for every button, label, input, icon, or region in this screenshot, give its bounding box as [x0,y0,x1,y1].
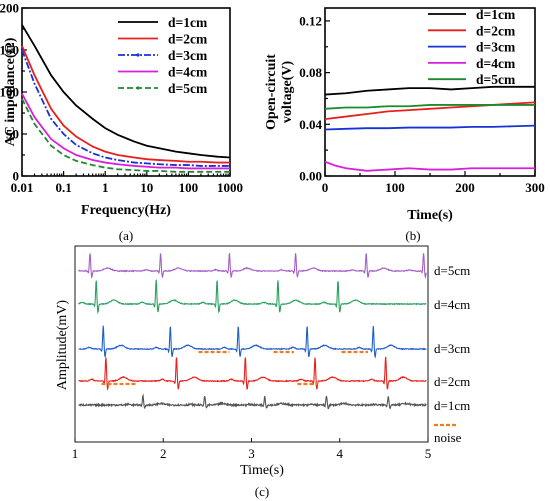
chart-c-series-4 [78,356,427,391]
chart-b-xtick-label: 300 [525,180,545,195]
chart-a-xtick-label: 0.1 [55,180,71,195]
chart-a-series-1 [21,24,231,159]
panel-label-c: (c) [255,484,269,499]
chart-a-ytick-label: 150 [0,43,19,58]
chart-c-xtick-label: 3 [248,446,255,461]
chart-b-legend-label: d=2cm [476,23,516,38]
chart-b-ylabel-line1: Open-circuit [264,54,279,130]
chart-b-xtick-label: 200 [455,180,475,195]
chart-a: 0.01 0.1 1 10 100 1000 0 50 100 150 200 d=1cm d=2cm… [0,1,243,244]
chart-c-series-5 [78,393,427,410]
chart-a-legend-marker [136,53,140,57]
chart-c-xtick-label: 4 [337,446,344,461]
chart-a-xtick-label: 10 [140,180,153,195]
chart-b-legend-label: d=4cm [476,56,516,71]
chart-c-xtick-label: 5 [425,446,432,461]
chart-b-series-4 [324,160,535,172]
chart-a-xtick-label: 100 [179,180,199,195]
chart-b-ytick-label: 0.08 [299,65,322,80]
panel-label-b: (b) [405,228,420,243]
panel-label-a: (a) [119,228,133,243]
chart-b-legend-label: d=5cm [476,72,516,87]
chart-a-xtick-label: 1000 [217,180,243,195]
chart-c-series-label: d=2cm [434,374,470,389]
chart-a-series-5 [21,98,230,173]
chart-a-legend-label: d=3cm [168,48,208,63]
chart-a-ytick-label: 100 [0,85,19,100]
chart-c: 1 2 3 4 5 d=5cm d=4cm d=3cm d=2cm d=1cm noise Tim… [55,245,470,499]
chart-b-series-5 [324,104,535,110]
chart-a-ytick-label: 50 [6,127,19,142]
chart-a-legend-label: d=4cm [168,65,208,80]
chart-a-legend-label: d=2cm [168,32,208,47]
chart-a-legend-label: d=5cm [168,81,208,96]
chart-c-series-label: d=3cm [434,341,470,356]
chart-b-series-3 [324,124,536,131]
chart-b-ytick-label: 0.12 [299,13,322,28]
chart-c-frame [74,245,429,443]
chart-b-series-1 [324,85,535,96]
chart-c-series-3 [78,325,427,359]
chart-c-series-2 [78,279,427,315]
chart-b-ytick-label: 0.04 [299,117,322,132]
chart-b-xtick-label: 100 [385,180,405,195]
chart-a-ytick-label: 0 [13,169,20,184]
chart-c-noise-legend-label: noise [434,430,462,445]
chart-b-xlabel: Time(s) [407,208,453,223]
chart-a-ytick-label: 200 [0,1,19,16]
chart-a-xtick-label: 0.01 [11,180,34,195]
chart-a-series-4 [21,93,230,170]
chart-b-legend-label: d=1cm [476,7,516,22]
chart-a-legend-marker [136,86,140,90]
chart-c-xlabel: Time(s) [240,463,284,478]
chart-a-ylabel: AC impedance(Ω) [3,37,18,146]
chart-b-ytick-label: 0.00 [299,169,322,184]
chart-b-ylabel-line2: voltage(V) [280,61,295,124]
chart-a-xlabel: Frequency(Hz) [81,203,171,218]
chart-c-series-label: d=4cm [434,297,470,312]
chart-b-legend-label: d=3cm [476,40,516,55]
chart-c-series-1 [78,252,427,279]
chart-c-xtick-label: 2 [160,446,167,461]
chart-c-series-label: d=1cm [434,398,470,413]
chart-a-series-2 [21,45,230,164]
chart-c-xtick-label: 1 [72,446,79,461]
chart-a-series-3 [21,49,230,167]
chart-a-legend-label: d=1cm [168,15,208,30]
chart-a-xtick-label: 1 [102,180,109,195]
chart-c-ylabel: Amplitude(mV) [55,300,70,391]
chart-c-series-label: d=5cm [434,263,470,278]
chart-b-xtick-label: 0 [322,180,329,195]
